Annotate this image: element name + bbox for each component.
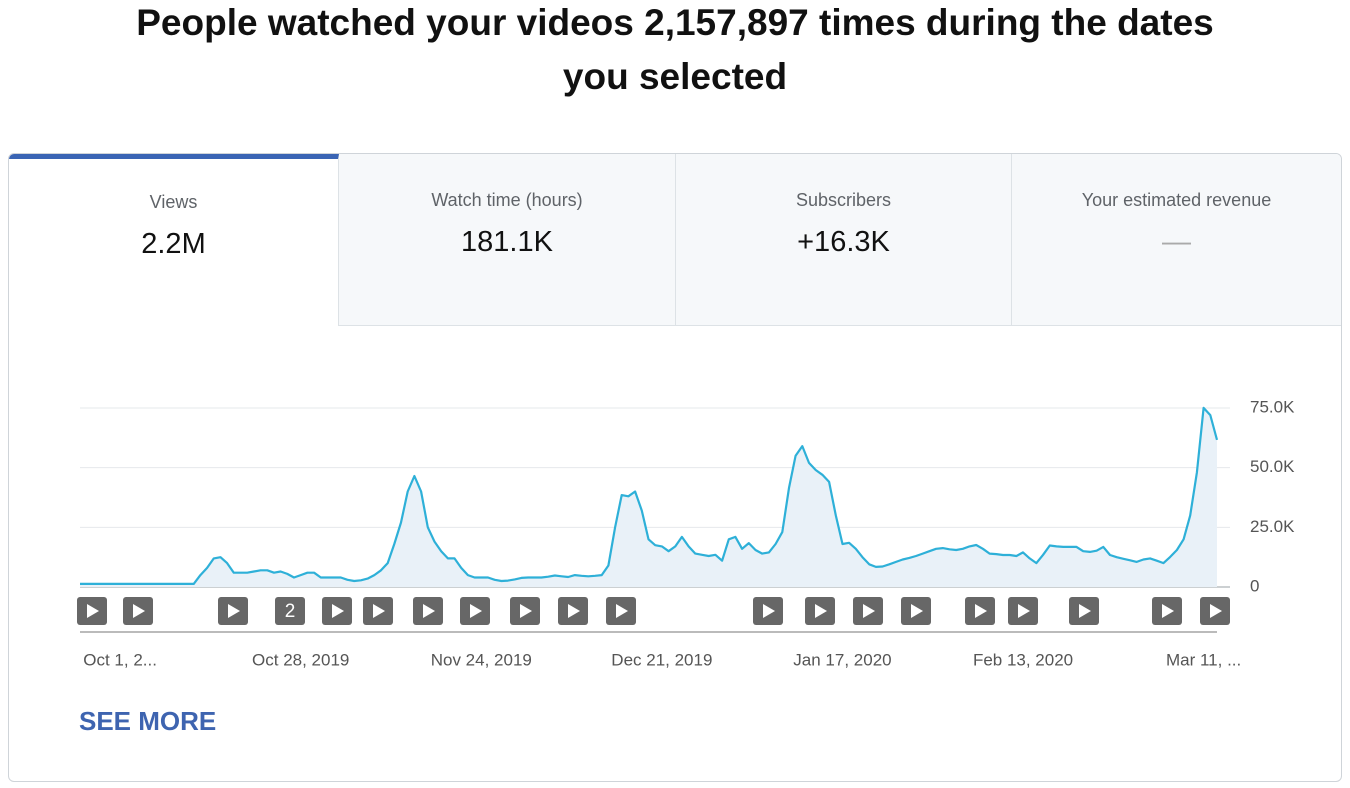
tab[interactable]: Subscribers +16.3K	[676, 154, 1012, 326]
play-icon	[1210, 604, 1222, 618]
x-tick-label: Oct 1, 2...	[83, 650, 157, 669]
play-icon	[373, 604, 385, 618]
x-tick-label: Oct 28, 2019	[252, 650, 349, 669]
analytics-card: Views 2.2M Watch time (hours) 181.1K Subsc…	[8, 153, 1342, 782]
play-icon	[568, 604, 580, 618]
tab-value: —	[1162, 226, 1191, 258]
y-tick-label: 25.0K	[1250, 517, 1295, 536]
play-icon	[87, 604, 99, 618]
tab-value: +16.3K	[797, 226, 890, 258]
play-icon	[228, 604, 240, 618]
y-tick-label: 75.0K	[1250, 397, 1295, 416]
x-tick-label: Jan 17, 2020	[793, 650, 891, 669]
play-icon	[520, 604, 532, 618]
tab[interactable]: Your estimated revenue —	[1012, 154, 1341, 326]
tab-label: Views	[149, 192, 198, 212]
tab[interactable]: Views 2.2M	[9, 154, 339, 326]
tab-label: Your estimated revenue	[1081, 190, 1272, 210]
tab[interactable]: Watch time (hours) 181.1K	[339, 154, 676, 326]
video-marker	[275, 597, 305, 625]
tab-value: 181.1K	[461, 226, 553, 258]
play-icon	[863, 604, 875, 618]
play-icon	[1018, 604, 1030, 618]
play-icon	[911, 604, 923, 618]
x-tick-label: Mar 11, ...	[1166, 650, 1241, 669]
tab-value: 2.2M	[141, 228, 206, 260]
title: People watched your videos 2,157,897 tim…	[136, 2, 1214, 43]
y-tick-label: 0	[1250, 576, 1259, 595]
play-icon	[1079, 604, 1091, 618]
play-icon	[423, 604, 435, 618]
play-icon	[332, 604, 344, 618]
tab-label: Subscribers	[795, 190, 892, 210]
video-marker-count: 2	[285, 601, 296, 622]
play-icon	[470, 604, 482, 618]
play-icon	[975, 604, 987, 618]
tab-label: Watch time (hours)	[431, 190, 583, 210]
x-tick-label: Feb 13, 2020	[973, 650, 1073, 669]
play-icon	[616, 604, 628, 618]
x-tick-label: Nov 24, 2019	[431, 650, 532, 669]
x-tick-label: Dec 21, 2019	[611, 650, 712, 669]
area-fill	[80, 407, 1217, 587]
title: you selected	[562, 56, 788, 97]
play-icon	[1162, 604, 1174, 618]
play-icon	[815, 604, 827, 618]
play-icon	[763, 604, 775, 618]
see-more-link[interactable]: SEE MORE	[79, 706, 217, 736]
line	[80, 406, 1219, 585]
y-tick-label: 50.0K	[1250, 457, 1295, 476]
play-icon	[133, 604, 145, 618]
